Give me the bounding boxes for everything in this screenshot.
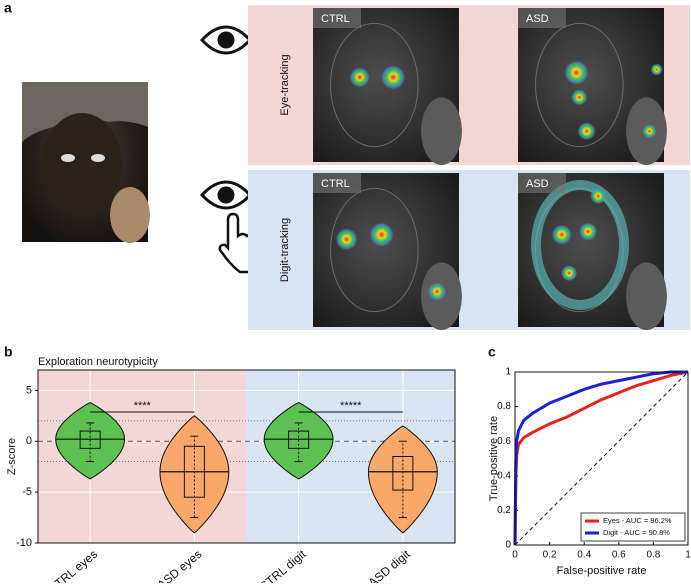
image-label: ASD [526, 178, 549, 190]
x-tick-label: 1 [685, 550, 691, 561]
y-tick-label: 0.6 [497, 436, 511, 447]
background-object [626, 262, 667, 331]
x-tick-label: 0.8 [646, 550, 660, 561]
heat-spot [590, 188, 607, 205]
heat-spot [650, 63, 663, 76]
panel-label: b [4, 344, 13, 360]
heat-spot [561, 265, 578, 282]
y-axis-label: Z-score [6, 438, 18, 475]
box [392, 456, 414, 491]
heat-spot [579, 222, 598, 241]
x-tick-label: 0.4 [577, 550, 591, 561]
panel-label: a [4, 0, 12, 16]
heat-spot [571, 89, 588, 106]
x-tick-label: ASD eyes [154, 547, 204, 583]
legend-label: Digit - AUC = 90.8% [603, 528, 670, 537]
chart-title: Exploration neurotypicity [38, 356, 158, 368]
significance-label: ***** [340, 400, 362, 412]
heat-spot [349, 67, 370, 88]
y-tick-label: 5 [26, 384, 32, 396]
heat-spot [564, 60, 589, 85]
y-tick-label: 0.2 [497, 505, 511, 516]
y-tick-label: 0.8 [497, 401, 511, 412]
x-tick-label: 0.6 [612, 550, 626, 561]
y-axis-label: True-positive rate [488, 416, 500, 501]
face-outline [535, 22, 624, 148]
heat-spot [642, 124, 657, 139]
legend-label: Eyes - AUC = 86.2% [603, 516, 672, 525]
eye-icon [199, 25, 253, 55]
y-tick-label: -10 [16, 537, 32, 549]
heat-ring [531, 180, 629, 310]
panel-label: c [488, 344, 496, 360]
heat-spot [428, 282, 447, 301]
heat-spot [551, 224, 572, 245]
image-label-bg [313, 173, 361, 193]
x-tick-label: ASD digit [366, 547, 414, 583]
y-tick-label: 0 [505, 540, 511, 551]
x-tick-label: 0.2 [543, 550, 557, 561]
face-outline [330, 187, 419, 313]
heat-spot [369, 222, 394, 247]
significance-label: **** [134, 400, 152, 412]
violin [159, 415, 230, 534]
y-tick-label: 0 [26, 435, 32, 447]
chance-line [514, 371, 689, 546]
image-label: CTRL [321, 178, 350, 190]
y-tick-label: 0.4 [497, 470, 511, 481]
heat-spot [381, 65, 406, 90]
photo [22, 82, 150, 243]
eye-icon [199, 180, 253, 210]
plot-frame [37, 369, 456, 544]
background-object [421, 97, 462, 166]
x-tick-label: CTRL eyes [45, 547, 100, 583]
legend-box [580, 512, 686, 542]
image-label-bg [518, 8, 566, 28]
y-tick-label: -5 [22, 486, 32, 498]
x-tick-label: 0 [512, 550, 518, 561]
x-axis-label: False-positive rate [557, 565, 647, 577]
plot-frame [514, 371, 689, 546]
heat-spot [577, 122, 596, 141]
image-label: ASD [526, 13, 549, 25]
face-outline [330, 22, 419, 148]
row-label: Digit-tracking [279, 218, 291, 282]
image-label: CTRL [321, 13, 350, 25]
violin [367, 425, 438, 534]
image-label-bg [518, 173, 566, 193]
image-label-bg [313, 8, 361, 28]
row-label: Eye-tracking [279, 54, 291, 115]
x-tick-label: CTRL digit [257, 547, 310, 583]
y-tick-label: 1 [505, 367, 511, 378]
roc-curve [513, 370, 688, 546]
heat-spot [335, 228, 358, 251]
